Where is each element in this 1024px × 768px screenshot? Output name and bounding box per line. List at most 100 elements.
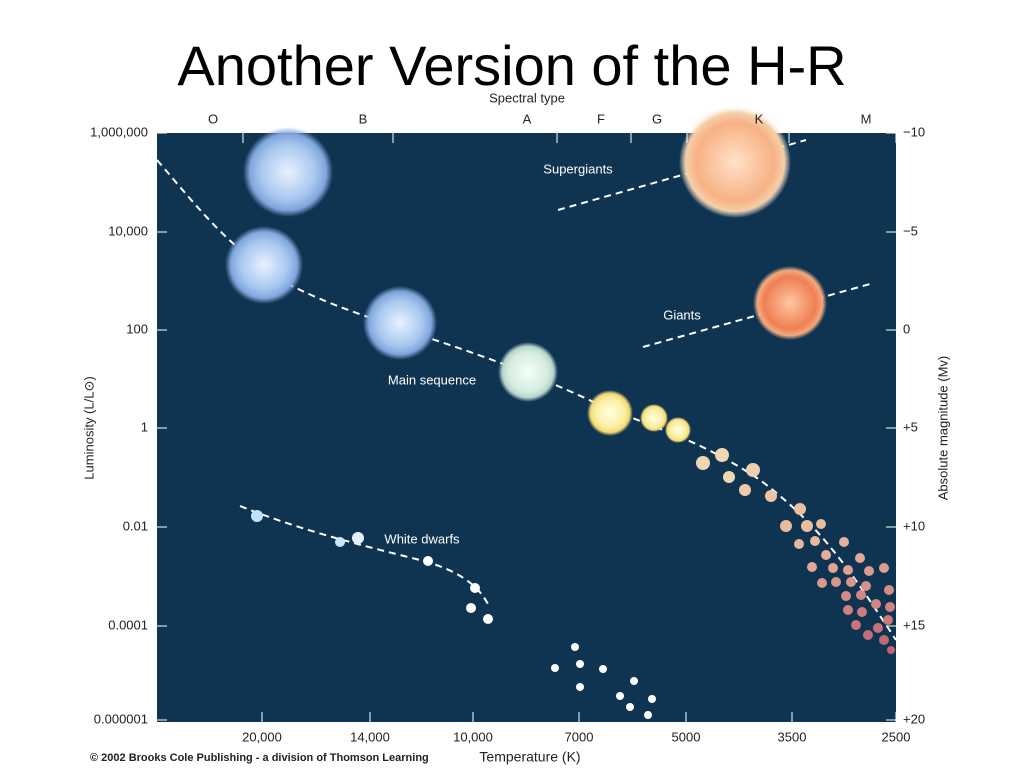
star — [879, 563, 889, 573]
star — [765, 490, 777, 502]
x-tick-label: 3500 — [778, 729, 807, 744]
star — [626, 703, 634, 711]
star — [665, 417, 691, 443]
star — [352, 532, 364, 544]
star — [498, 342, 558, 402]
region-label: Giants — [663, 307, 701, 322]
y-axis-label: Luminosity (L/L⊙) — [81, 376, 96, 479]
y2-tick-label: +20 — [903, 711, 925, 726]
star — [576, 683, 584, 691]
star — [794, 539, 804, 549]
star — [251, 510, 263, 522]
star — [696, 456, 710, 470]
star — [630, 677, 638, 685]
region-label: White dwarfs — [384, 531, 460, 546]
y-tick-label: 0.000001 — [94, 711, 148, 726]
star — [801, 520, 813, 532]
star — [871, 599, 881, 609]
plot-area — [157, 133, 896, 722]
spectral-label: M — [861, 111, 872, 126]
star — [843, 565, 853, 575]
star — [861, 581, 871, 591]
star — [843, 605, 853, 615]
star — [599, 665, 607, 673]
slide-title: Another Version of the H-R — [177, 34, 847, 91]
star — [846, 577, 856, 587]
y-tick-label: 0.0001 — [108, 617, 148, 632]
star — [780, 520, 792, 532]
star — [423, 556, 433, 566]
x-axis-label: Temperature (K) — [479, 749, 580, 765]
star — [483, 614, 493, 624]
y-tick-label: 100 — [126, 321, 148, 336]
y2-tick-label: +15 — [903, 617, 925, 632]
x-tick-label: 5000 — [672, 729, 701, 744]
star — [616, 692, 624, 700]
star — [855, 553, 865, 563]
star — [821, 550, 831, 560]
star — [466, 603, 476, 613]
giant-line — [642, 283, 871, 348]
star — [723, 471, 735, 483]
star — [831, 577, 841, 587]
region-label: Main sequence — [388, 372, 476, 387]
y-tick-label: 1 — [141, 419, 148, 434]
y2-tick-label: +10 — [903, 518, 925, 533]
star — [648, 695, 656, 703]
star — [851, 620, 861, 630]
star — [470, 583, 480, 593]
y2-tick-label: +5 — [903, 419, 918, 434]
stars — [225, 106, 895, 719]
star — [864, 566, 874, 576]
star — [571, 643, 579, 651]
y2-axis-label: Absolute magnitude (Mv) — [935, 356, 950, 501]
star — [551, 664, 559, 672]
spectral-label: B — [359, 111, 368, 126]
star — [679, 106, 791, 218]
star — [839, 537, 849, 547]
star — [887, 646, 895, 654]
x-tick-label: 10,000 — [453, 729, 493, 744]
star — [739, 484, 751, 496]
y-tick-label: 0.01 — [123, 518, 148, 533]
star — [715, 448, 729, 462]
star — [335, 537, 345, 547]
star — [807, 562, 817, 572]
x-tick-label: 7000 — [565, 729, 594, 744]
x-tick-label: 2500 — [882, 729, 911, 744]
star — [816, 519, 826, 529]
region-label: Supergiants — [543, 161, 613, 176]
y-tick-label: 10,000 — [108, 223, 148, 238]
star — [587, 390, 633, 436]
star — [753, 266, 827, 340]
star — [576, 660, 584, 668]
supergiant-line — [557, 139, 807, 211]
x-tick-label: 20,000 — [242, 729, 282, 744]
white-dwarf-line — [239, 505, 489, 605]
star — [857, 607, 867, 617]
star — [746, 463, 760, 477]
star — [885, 602, 895, 612]
star — [243, 127, 333, 217]
footer: © 2002 Brooks Cole Publishing - a divisi… — [90, 752, 429, 764]
star — [841, 591, 851, 601]
star — [644, 711, 652, 719]
star — [828, 563, 838, 573]
star — [794, 503, 806, 515]
star — [863, 630, 873, 640]
star — [873, 623, 883, 633]
star — [879, 635, 889, 645]
y2-tick-label: −5 — [903, 223, 918, 238]
spectral-type-label: Spectral type — [489, 90, 565, 105]
star — [856, 590, 866, 600]
star — [640, 404, 668, 432]
star — [225, 226, 303, 304]
star — [810, 536, 820, 546]
y2-tick-label: 0 — [903, 321, 910, 336]
y-tick-label: 1,000,000 — [90, 124, 148, 139]
spectral-label: A — [523, 111, 532, 126]
spectral-label: F — [597, 111, 605, 126]
spectral-label: K — [755, 111, 764, 126]
